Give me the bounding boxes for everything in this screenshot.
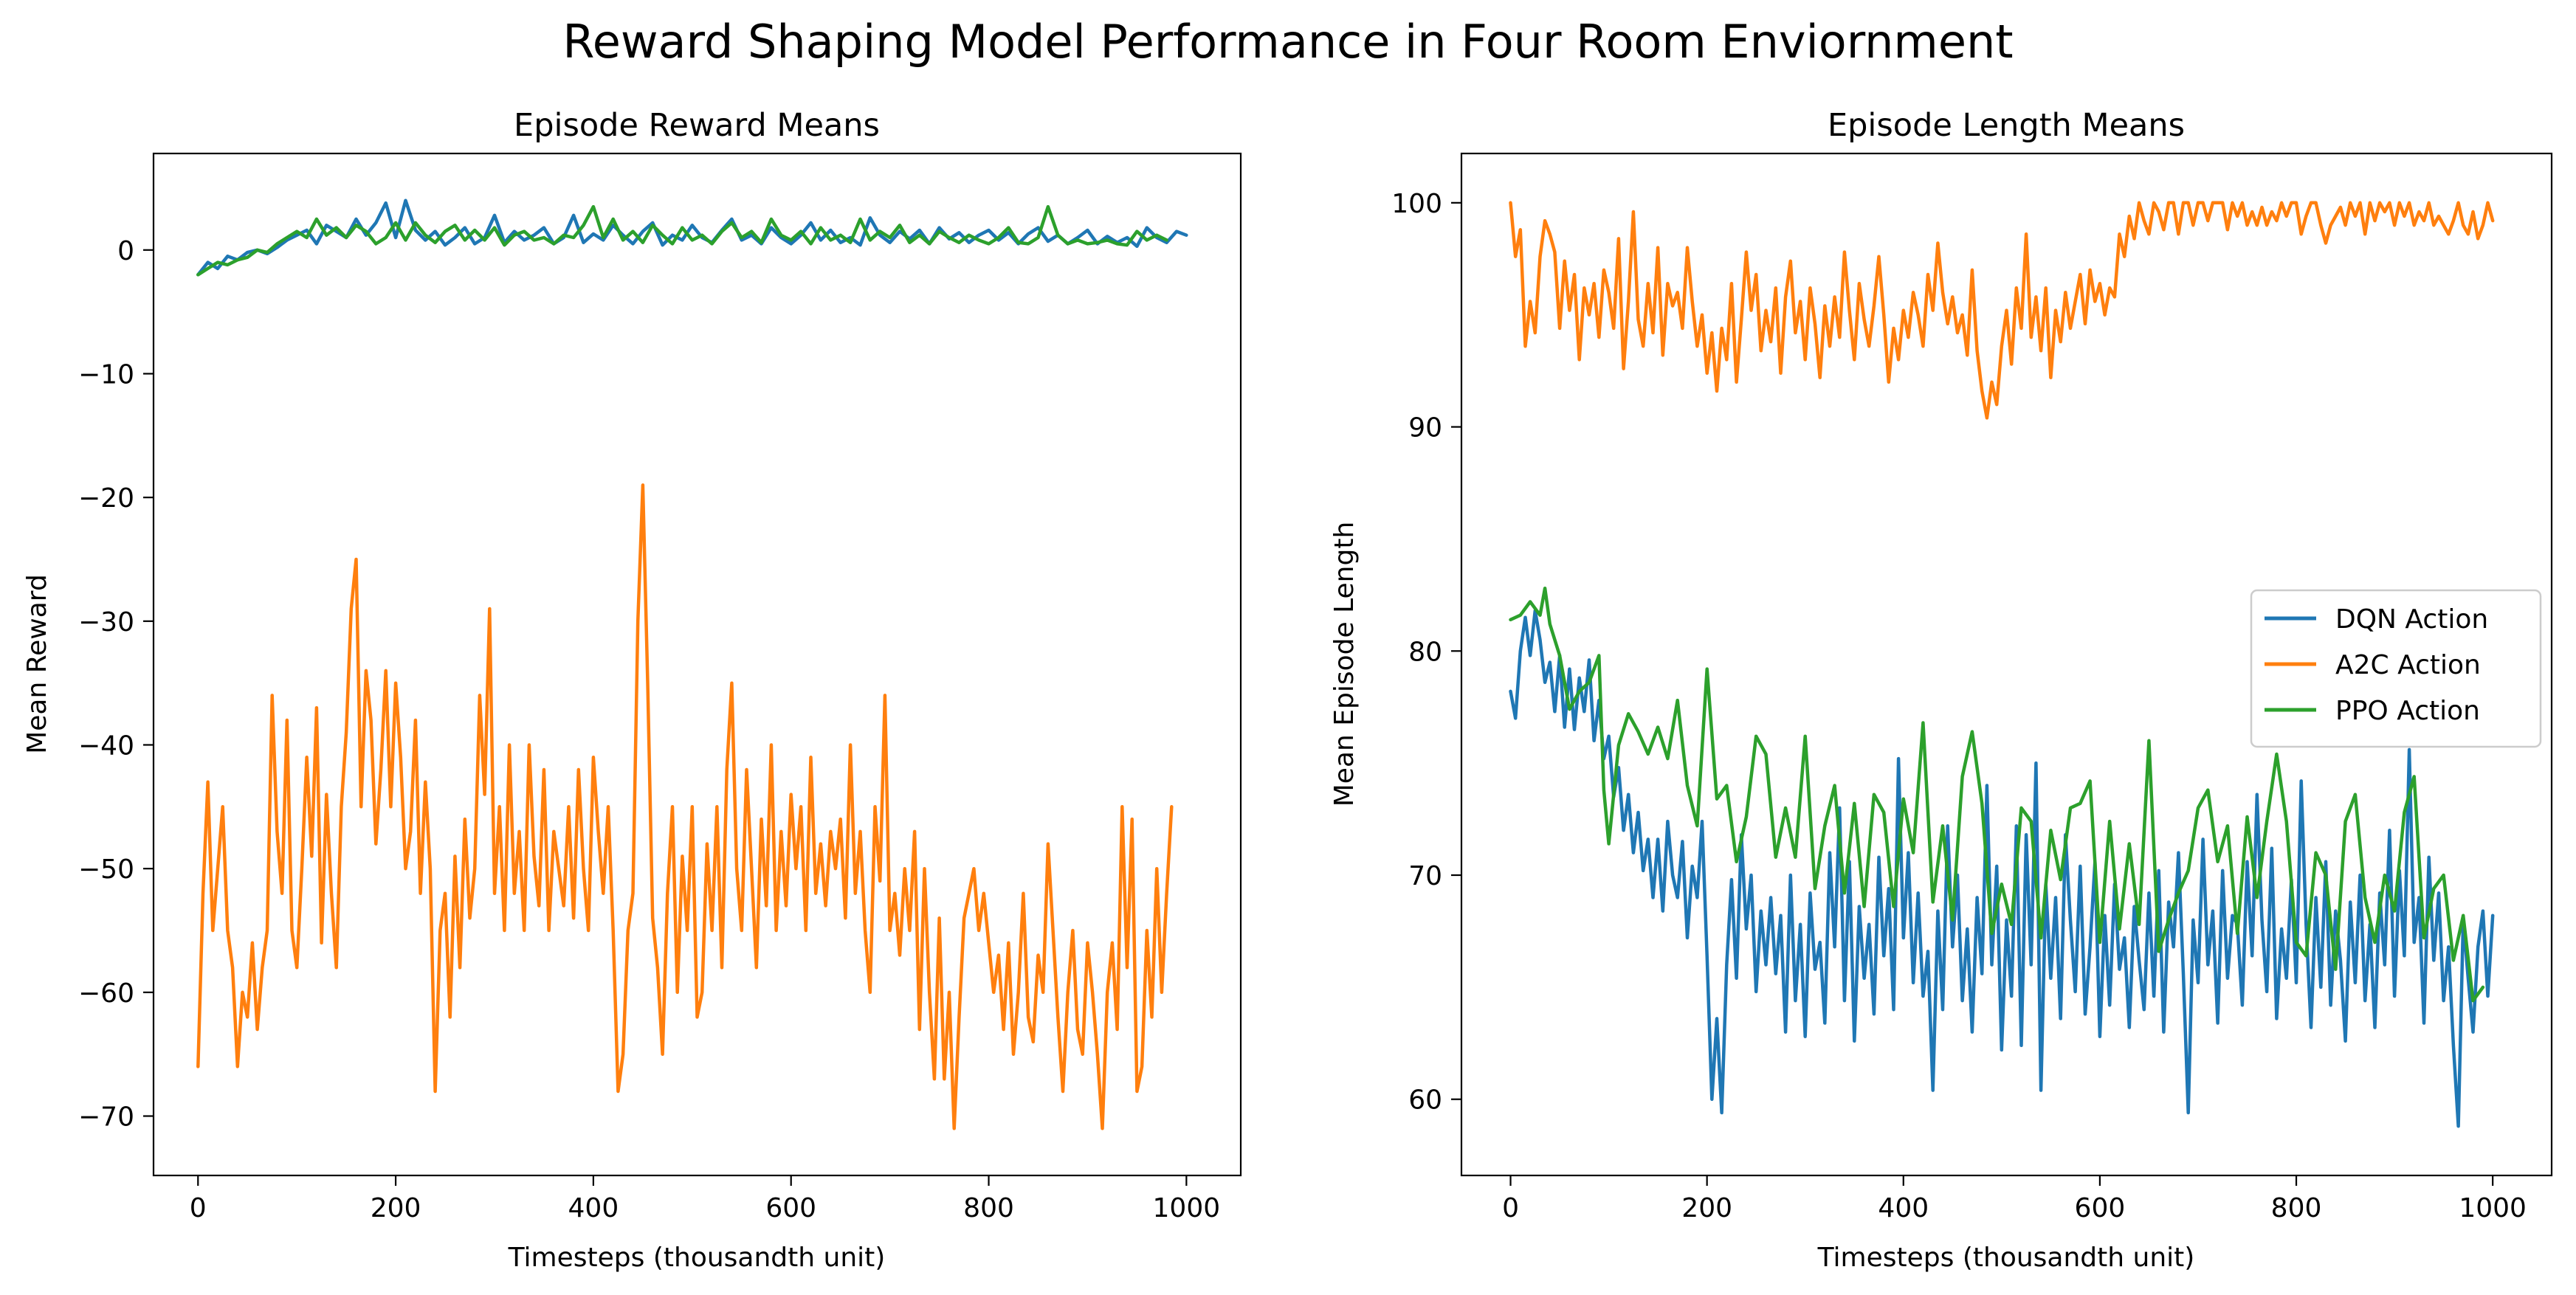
reward-axis-ticks: 0 200 400 600 800 1000 0 −10 −20 −30 −40 −50 −60 −70 xyxy=(78,236,1220,1223)
length-x-axis-label: Timesteps (thousandth unit) xyxy=(1817,1243,2195,1273)
length-y-tick-label: 70 xyxy=(1408,861,1442,891)
length-y-axis-label: Mean Episode Length xyxy=(1329,522,1360,807)
length-y-tick-label: 90 xyxy=(1408,413,1442,443)
reward-y-tick-label: −30 xyxy=(78,607,134,638)
reward-y-tick-label: −70 xyxy=(78,1102,134,1133)
reward-y-axis-label: Mean Reward xyxy=(22,574,52,754)
length-series-dqn-line xyxy=(1509,609,2495,1128)
legend-label-ppo: PPO Action xyxy=(2335,696,2480,726)
length-y-tick-label: 60 xyxy=(1408,1085,1442,1116)
legend: DQN Action A2C Action PPO Action xyxy=(2250,589,2542,748)
reward-x-tick-label: 0 xyxy=(190,1193,207,1223)
reward-chart-title: Episode Reward Means xyxy=(514,107,880,144)
length-series-a2c-line xyxy=(1509,201,2495,420)
length-plot-frame xyxy=(1460,152,2553,1177)
length-x-tick-label: 800 xyxy=(2271,1193,2322,1223)
reward-x-tick-label: 400 xyxy=(568,1193,619,1223)
length-series-ppo-line xyxy=(1509,586,2485,1003)
reward-chart-panel: Episode Reward Means 0 200 400 600 800 1000 0 −… xyxy=(22,107,1242,1273)
reward-y-tick-label: −20 xyxy=(78,483,134,514)
reward-series-ppo-line xyxy=(196,204,1168,277)
reward-x-tick-label: 1000 xyxy=(1153,1193,1221,1223)
legend-label-a2c: A2C Action xyxy=(2335,650,2481,680)
length-chart-title: Episode Length Means xyxy=(1828,107,2185,144)
reward-y-tick-label: −50 xyxy=(78,854,134,885)
reward-y-tick-label: −60 xyxy=(78,978,134,1009)
length-x-tick-label: 0 xyxy=(1502,1193,1519,1223)
length-x-tick-label: 600 xyxy=(2075,1193,2126,1223)
reward-x-tick-label: 200 xyxy=(371,1193,421,1223)
reward-y-tick-label: −40 xyxy=(78,731,134,761)
length-series-group xyxy=(1509,201,2495,1128)
length-x-tick-label: 1000 xyxy=(2459,1193,2527,1223)
reward-series-group xyxy=(196,198,1188,1130)
legend-label-dqn: DQN Action xyxy=(2335,604,2488,635)
length-y-tick-label: 80 xyxy=(1408,637,1442,667)
length-x-tick-label: 200 xyxy=(1681,1193,1732,1223)
legend-box xyxy=(2250,589,2542,748)
reward-y-tick-label: 0 xyxy=(117,236,134,266)
length-y-tick-label: 100 xyxy=(1391,189,1442,219)
reward-x-tick-label: 800 xyxy=(963,1193,1014,1223)
reward-y-tick-label: −10 xyxy=(78,359,134,390)
length-axis-ticks: 0 200 400 600 800 1000 100 90 80 70 60 xyxy=(1391,189,2527,1223)
reward-x-tick-label: 600 xyxy=(765,1193,816,1223)
reward-series-a2c-line xyxy=(196,483,1174,1130)
figure-suptitle: Reward Shaping Model Performance in Four… xyxy=(562,15,2013,69)
reward-x-axis-label: Timesteps (thousandth unit) xyxy=(508,1243,886,1273)
reward-plot-frame xyxy=(152,152,1242,1177)
length-chart-panel: Episode Length Means 0 200 400 600 800 1000 10… xyxy=(1329,107,2553,1273)
length-x-tick-label: 400 xyxy=(1878,1193,1929,1223)
